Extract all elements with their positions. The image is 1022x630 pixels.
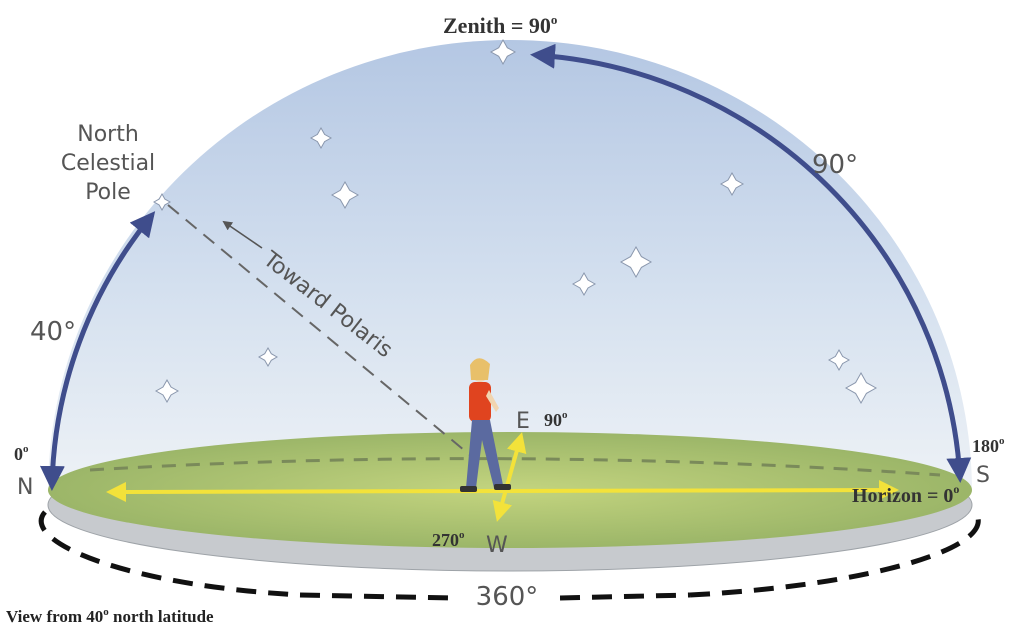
star-icon: [571, 271, 597, 297]
east-west-arrow: [492, 432, 527, 522]
west-label: W: [486, 533, 508, 558]
horizon-label: Horizon = 0o: [852, 482, 959, 507]
polaris-direction-arrow: [222, 220, 263, 249]
east-label: E: [516, 409, 530, 434]
star-icon: [619, 245, 653, 279]
sky-dome: [48, 40, 972, 492]
star-icon: [309, 126, 333, 150]
full-circle-label: 360°: [476, 582, 539, 612]
arc-90-label: 90°: [812, 150, 858, 180]
arc-40-label: 40°: [30, 317, 76, 347]
arc-40-degrees: [39, 211, 156, 491]
north-south-arrow: [106, 480, 899, 502]
star-icon: [844, 371, 878, 405]
star-icon: [719, 171, 745, 197]
star-icon: [154, 378, 180, 404]
north-degree-label: 0o: [14, 443, 29, 464]
caption: View from 40o north latitude: [6, 606, 214, 626]
west-degree-label: 270o: [432, 529, 465, 550]
polaris-sight-line: [167, 204, 471, 456]
arc-90-degrees: [530, 43, 972, 483]
star-icon: [152, 192, 172, 212]
zenith-label: Zenith = 90o: [443, 12, 557, 38]
south-label: S: [976, 463, 990, 488]
full-circle-dashed-ring: [38, 510, 981, 598]
star-icon: [827, 348, 851, 372]
south-degree-label: 180o: [972, 435, 1005, 456]
star-icon: [330, 180, 360, 210]
star-icon: [489, 38, 517, 66]
stars: [152, 38, 878, 405]
star-icon: [258, 347, 278, 367]
east-degree-label: 90o: [544, 409, 568, 430]
observer-person: [460, 358, 511, 492]
ncp-label-line1: North: [77, 122, 139, 147]
ncp-label-line3: Pole: [85, 180, 131, 205]
ncp-label-line2: Celestial: [61, 151, 155, 176]
north-label: N: [17, 475, 33, 500]
